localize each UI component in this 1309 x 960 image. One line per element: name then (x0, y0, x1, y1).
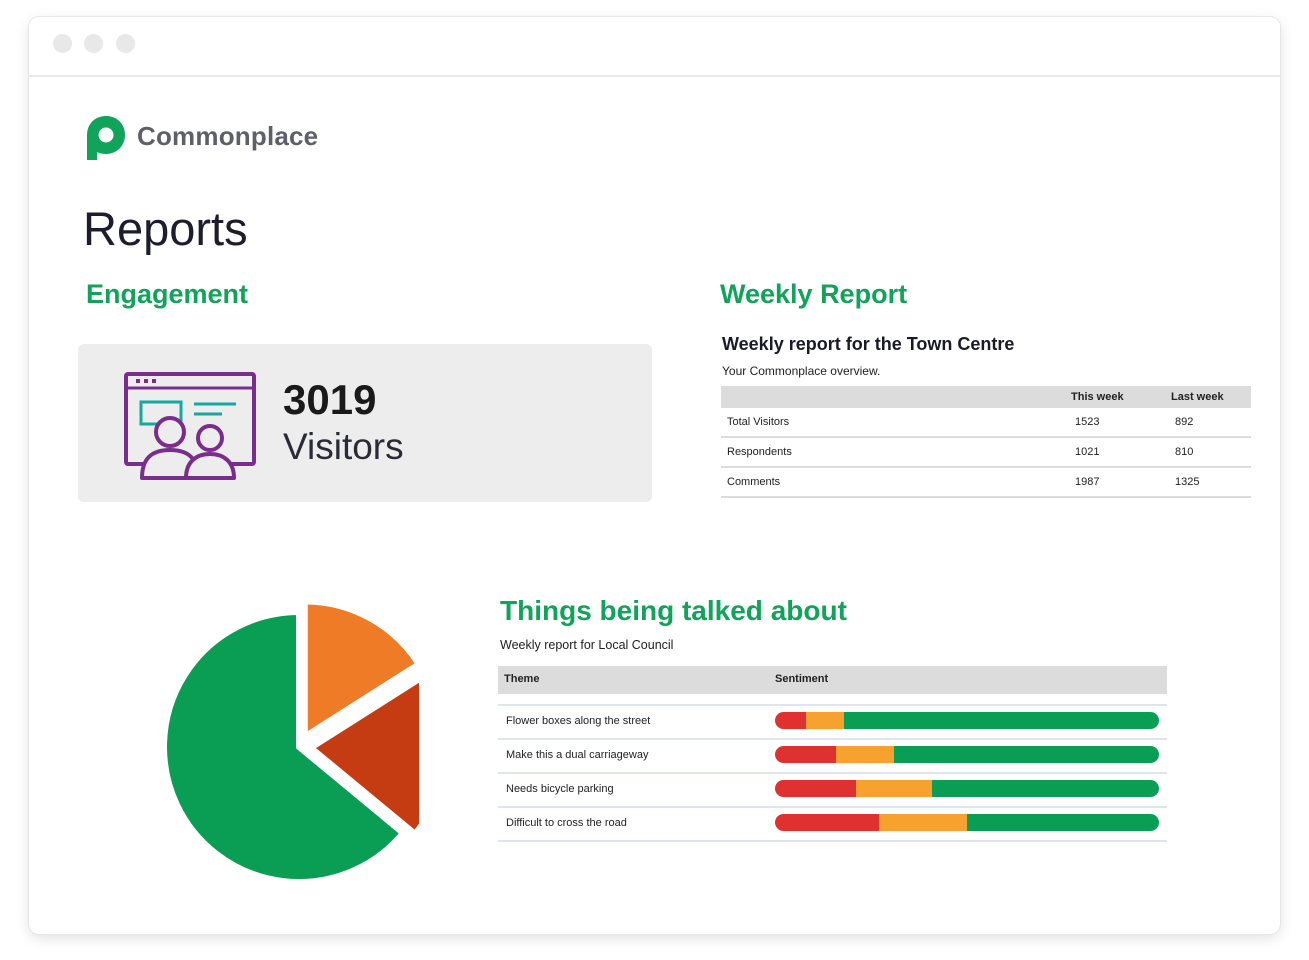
theme-label: Needs bicycle parking (506, 783, 614, 795)
sentiment-bar (775, 712, 1159, 729)
page-title: Reports (83, 202, 248, 255)
window-titlebar (29, 17, 1280, 77)
things-talked-about-heading: Things being talked about (500, 595, 847, 626)
this-week-value: 1523 (1065, 408, 1165, 438)
pie-slice (301, 598, 419, 742)
sentiment-bar (775, 780, 1159, 797)
visitors-label: Visitors (283, 426, 404, 467)
sentiment-negative-segment (775, 780, 856, 797)
sentiment-pie-chart (161, 598, 419, 885)
column-header-sentiment: Sentiment (775, 673, 829, 685)
window-maximize-dot[interactable] (116, 34, 135, 53)
sentiment-neutral-segment (855, 780, 933, 797)
theme-label: Make this a dual carriageway (506, 749, 649, 761)
weekly-report-table: This week Last week Total Visitors 1523 … (721, 386, 1251, 498)
sentiment-bar (775, 746, 1159, 763)
visitors-card: 3019 Visitors (78, 344, 652, 502)
row-label: Comments (721, 467, 1065, 498)
brand-name[interactable]: Commonplace (137, 121, 319, 151)
visitors-count: 3019 (283, 376, 377, 423)
sentiment-negative-segment (775, 814, 879, 831)
sentiment-negative-segment (775, 746, 837, 763)
pie-slice (161, 608, 408, 885)
commonplace-logo-icon[interactable] (85, 114, 127, 162)
sentiment-neutral-segment (836, 746, 895, 763)
this-week-value: 1987 (1065, 467, 1165, 498)
weekly-report-heading: Weekly Report (720, 279, 908, 309)
column-header-theme: Theme (504, 673, 540, 685)
pie-slice (305, 675, 419, 839)
window-close-dot[interactable] (53, 34, 72, 53)
table-row: Comments 1987 1325 (721, 467, 1251, 498)
browser-window: Commonplace Reports Engagement Weekly Re… (29, 17, 1280, 934)
sentiment-positive-segment (932, 780, 1159, 797)
window-minimize-dot[interactable] (84, 34, 103, 53)
row-label: Respondents (721, 437, 1065, 468)
row-label: Total Visitors (721, 408, 1065, 438)
table-row: Respondents 1021 810 (721, 437, 1251, 468)
sentiment-negative-segment (775, 712, 806, 729)
last-week-value: 810 (1165, 437, 1251, 468)
column-header-this-week: This week (1065, 386, 1165, 408)
theme-label: Difficult to cross the road (506, 817, 627, 829)
sentiment-bar (775, 814, 1159, 831)
table-row[interactable]: Needs bicycle parking (498, 774, 1167, 808)
engagement-heading: Engagement (86, 279, 249, 309)
website-visitors-icon (124, 372, 256, 480)
table-row[interactable]: Flower boxes along the street (498, 704, 1167, 740)
sentiment-neutral-segment (878, 814, 967, 831)
table-row[interactable]: Make this a dual carriageway (498, 740, 1167, 774)
sentiment-neutral-segment (805, 712, 845, 729)
table-header-row: This week Last week (721, 386, 1251, 408)
column-header-label (721, 386, 1065, 408)
weekly-report-subtitle: Your Commonplace overview. (722, 364, 881, 378)
last-week-value: 1325 (1165, 467, 1251, 498)
things-talked-about-subtitle: Weekly report for Local Council (500, 638, 674, 652)
table-header-row: Theme Sentiment (498, 666, 1167, 694)
this-week-value: 1021 (1065, 437, 1165, 468)
sentiment-positive-segment (844, 712, 1159, 729)
sentiment-positive-segment (966, 814, 1159, 831)
table-row: Total Visitors 1523 892 (721, 408, 1251, 438)
column-header-last-week: Last week (1165, 386, 1251, 408)
last-week-value: 892 (1165, 408, 1251, 438)
weekly-report-title: Weekly report for the Town Centre (722, 334, 1015, 354)
sentiment-positive-segment (894, 746, 1159, 763)
themes-sentiment-table: Theme Sentiment Flower boxes along the s… (498, 666, 1167, 842)
theme-label: Flower boxes along the street (506, 715, 651, 727)
table-row[interactable]: Difficult to cross the road (498, 808, 1167, 842)
